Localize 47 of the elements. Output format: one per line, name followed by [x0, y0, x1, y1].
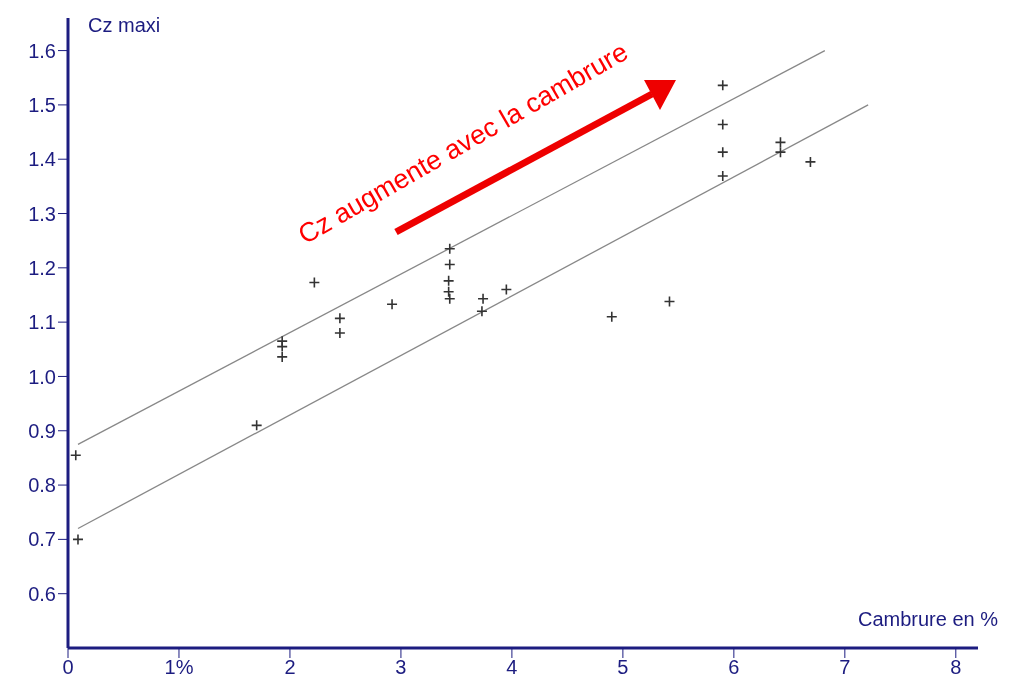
point [774, 136, 787, 149]
point [334, 312, 346, 325]
x-tick-label: 0 [62, 656, 74, 679]
y-tick-label: 1.0 [28, 365, 56, 388]
y-tick-label: 0.9 [28, 419, 56, 442]
x-tick-label: 4 [506, 656, 518, 679]
point [69, 449, 82, 461]
point [774, 146, 787, 158]
y-axis-title: Cz maxi [88, 14, 161, 37]
x-axis-title: Cambrure en % [857, 608, 998, 631]
y-tick-label: 1.2 [28, 256, 56, 279]
point [443, 258, 456, 271]
y-tick-label: 1.4 [28, 148, 56, 171]
y-tick-label: 1.3 [28, 202, 56, 225]
point [386, 298, 398, 311]
point [443, 243, 456, 255]
point [442, 285, 455, 298]
point [716, 79, 729, 92]
point [250, 419, 263, 432]
y-tick-label: 0.6 [28, 582, 56, 605]
point [443, 292, 456, 305]
point [276, 351, 288, 363]
point [663, 295, 676, 308]
x-tick-label: 2 [284, 656, 296, 679]
point [476, 305, 488, 318]
point [477, 292, 489, 305]
point [500, 283, 513, 296]
point [334, 327, 346, 339]
y-tick-label: 1.6 [28, 39, 56, 62]
y-tick-label: 1.1 [28, 311, 56, 334]
point [716, 170, 729, 182]
point [605, 310, 618, 323]
point [442, 275, 455, 287]
point [308, 276, 321, 289]
y-tick-label: 1.5 [28, 94, 56, 116]
y-tick-label: 0.8 [28, 474, 56, 497]
x-tick-label: 1% [164, 656, 194, 679]
point [716, 146, 729, 158]
x-tick-label: 7 [839, 656, 851, 679]
point [804, 156, 817, 168]
x-tick-label: 8 [950, 656, 962, 679]
y-tick-label: 0.7 [28, 528, 56, 551]
x-tick-label: 6 [728, 656, 740, 679]
x-tick-label: 3 [395, 656, 407, 679]
point [716, 118, 729, 131]
point [72, 533, 84, 546]
x-tick-label: 5 [617, 656, 629, 679]
